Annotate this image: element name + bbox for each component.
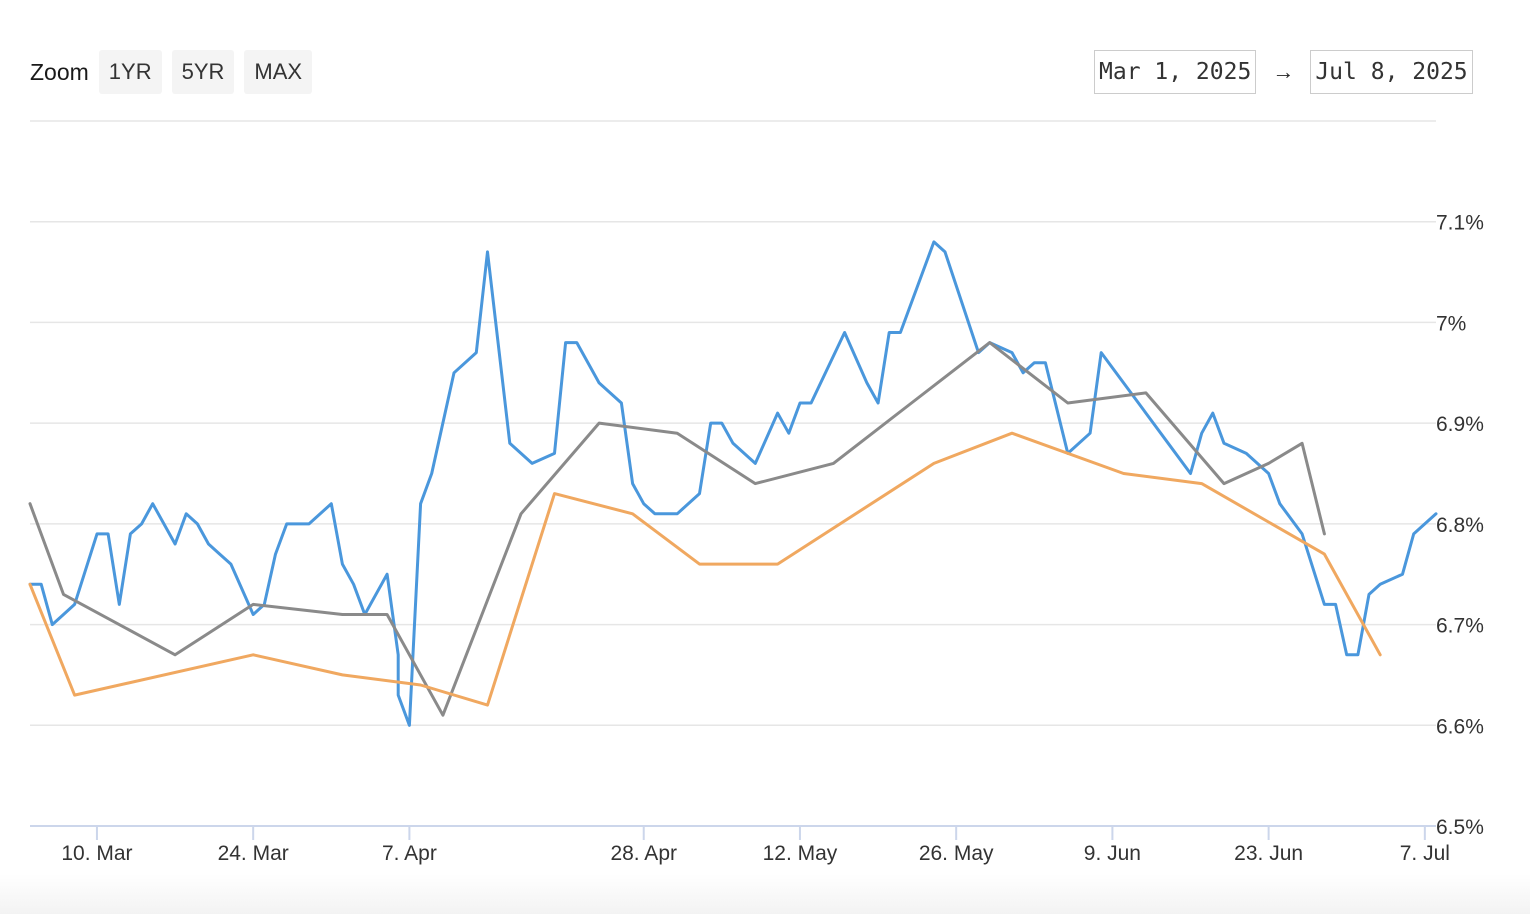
y-tick-label: 6.9% — [1436, 413, 1484, 436]
y-tick-label: 6.5% — [1436, 816, 1484, 839]
zoom-1yr-button[interactable]: 1YR — [98, 50, 162, 94]
date-range-selector: Mar 1, 2025 → Jul 8, 2025 — [1094, 50, 1473, 94]
zoom-label: Zoom — [30, 58, 89, 85]
arrow-right-icon: → — [1272, 59, 1295, 84]
range-to-input[interactable]: Jul 8, 2025 — [1310, 50, 1473, 94]
y-tick-label: 6.7% — [1436, 615, 1484, 638]
y-tick-label: 7% — [1436, 312, 1466, 335]
x-axis-labels: 10. Mar 24. Mar 7. Apr 28. Apr 12. May 26. Ma… — [61, 842, 1450, 865]
zoom-bar: Zoom 1YR 5YR MAX — [30, 50, 322, 94]
x-axis — [30, 825, 1436, 840]
zoom-5yr-button[interactable]: 5YR — [171, 50, 235, 94]
x-tick-label: 9. Jun — [1084, 842, 1141, 865]
x-tick-label: 28. Apr — [610, 842, 677, 865]
y-tick-label: 6.8% — [1436, 514, 1484, 537]
grid-lines — [30, 120, 1436, 727]
x-tick-label: 23. Jun — [1234, 842, 1303, 865]
x-tick-label: 7. Jul — [1400, 842, 1450, 865]
chart-footer-strip — [0, 874, 1530, 914]
series-line-2 — [28, 341, 1326, 717]
x-tick-label: 7. Apr — [382, 842, 437, 865]
x-tick-label: 26. May — [919, 842, 994, 865]
series-line-3 — [28, 431, 1382, 707]
series-line-1 — [28, 240, 1438, 727]
y-tick-label: 7.1% — [1436, 212, 1484, 235]
x-tick-label: 24. Mar — [218, 842, 289, 865]
y-tick-label: 6.6% — [1436, 715, 1484, 738]
y-axis-labels: 6.5% 6.6% 6.7% 6.8% 6.9% 7% 7.1% — [1436, 212, 1484, 839]
x-tick-label: 10. Mar — [61, 842, 132, 865]
series-lines — [28, 240, 1438, 727]
x-tick-label: 12. May — [763, 842, 838, 865]
range-from-input[interactable]: Mar 1, 2025 — [1094, 50, 1257, 94]
zoom-max-button[interactable]: MAX — [244, 50, 313, 94]
